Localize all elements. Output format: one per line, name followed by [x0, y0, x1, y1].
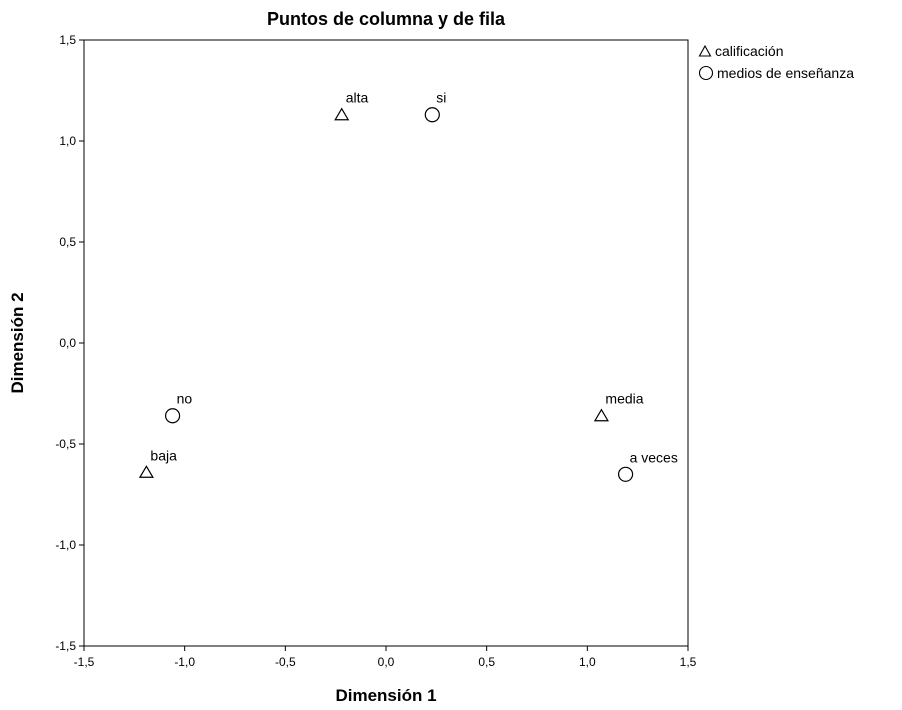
triangle-marker	[593, 408, 609, 422]
triangle-marker	[138, 465, 154, 478]
y-tick-label: -0,5	[55, 437, 76, 451]
y-tick-label: -1,5	[55, 639, 76, 653]
point-label: si	[436, 90, 446, 106]
triangle-marker	[334, 107, 350, 121]
point-label: media	[605, 391, 643, 407]
x-tick-label: -1,5	[74, 655, 95, 669]
x-tick-label: -1,0	[174, 655, 195, 669]
y-tick-label: -1,0	[55, 538, 76, 552]
x-tick-label: 1,5	[680, 655, 697, 669]
x-axis-label: Dimensión 1	[335, 686, 437, 705]
circle-marker	[424, 107, 440, 123]
y-tick-label: 0,5	[59, 235, 76, 249]
circle-marker	[164, 408, 181, 424]
plot-frame	[83, 39, 689, 647]
y-tick-label: 0,0	[59, 336, 76, 350]
x-tick-label: 0,0	[378, 655, 395, 669]
circle-marker	[617, 466, 634, 482]
legend-item-medios: medios de enseñanza	[698, 62, 854, 84]
legend: calificación medios de enseñanza	[698, 40, 854, 84]
point-label: alta	[346, 90, 369, 106]
triangle-icon	[698, 44, 712, 57]
y-axis-label: Dimensión 2	[8, 292, 27, 394]
legend-label: calificación	[715, 43, 784, 59]
legend-label: medios de enseñanza	[717, 65, 854, 81]
point-label: a veces	[630, 449, 678, 465]
x-tick-label: 1,0	[579, 655, 596, 669]
x-tick-label: 0,5	[478, 655, 495, 669]
point-label: no	[177, 391, 193, 407]
axis-ticks: -1,5 -1,0 -0,5 0,0 0,5 1,0 1,5 1,5 1,0 0,5 0,0 -0,5…	[55, 33, 696, 669]
y-tick-label: 1,5	[59, 33, 76, 47]
point-label: baja	[150, 447, 177, 463]
data-points: alta media baja si no a veces	[138, 90, 678, 482]
chart-title: Puntos de columna y de fila	[266, 9, 506, 29]
y-tick-label: 1,0	[59, 134, 76, 148]
circle-icon	[698, 65, 714, 81]
x-tick-label: -0,5	[275, 655, 296, 669]
legend-item-calificacion: calificación	[698, 40, 854, 62]
